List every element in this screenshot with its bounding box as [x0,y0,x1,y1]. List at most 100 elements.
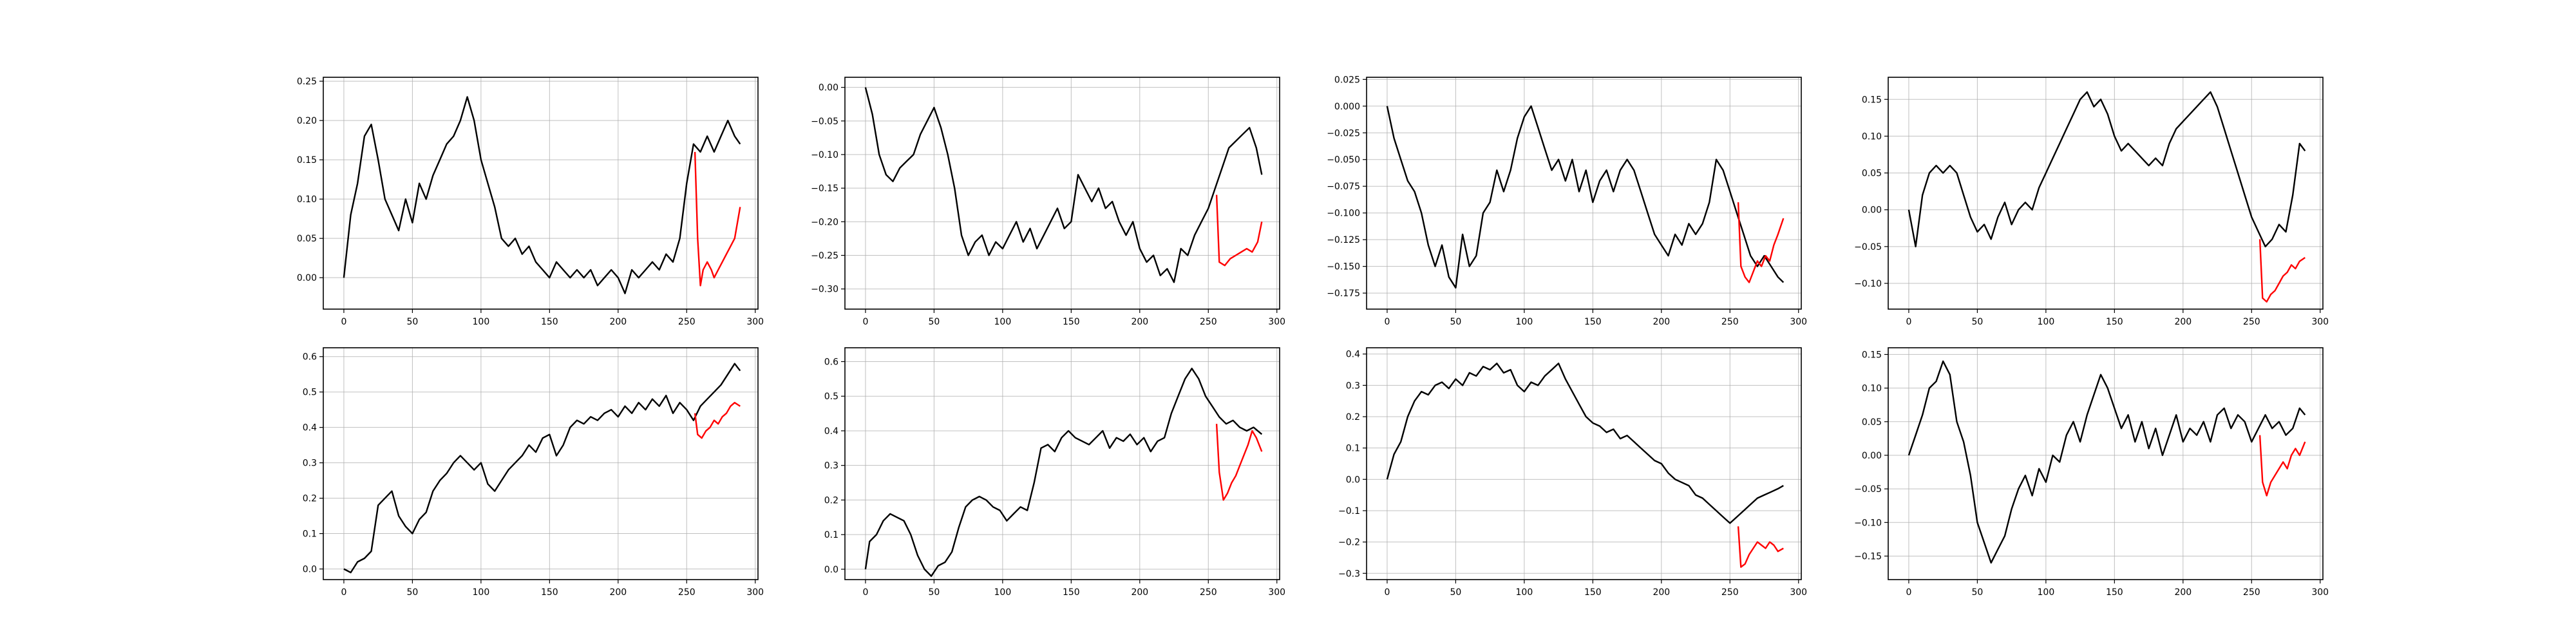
y-tick-label: −0.2 [1338,538,1360,548]
subplot-2: 0 50 100 150 200 250 300 0.00 −0.05 −0.10 −0.15 −0.… [811,77,1285,327]
y-tick-label: 0.20 [297,116,317,126]
y-tick-label: 0.2 [303,494,317,504]
y-tick-label: 0.1 [1346,444,1360,454]
history-series-line [343,363,741,574]
y-tick-label: 0.10 [1862,131,1882,142]
y-tick-label: 0.05 [297,234,317,244]
x-tick-label: 50 [1450,317,1461,327]
y-tick-label: 0.00 [297,273,317,283]
subplot-5: 0 50 100 150 200 250 300 0.0 0.1 0.2 0.3 0.4 0.5 0.6 [303,347,764,598]
x-tick-label: 300 [746,587,764,598]
x-tick-label: 0 [341,317,346,327]
x-tick-label: 250 [1721,587,1739,598]
y-tick-label: 0.3 [303,459,317,469]
y-tick-label: 0.0 [303,565,317,575]
y-tick-label: 0.3 [824,461,838,471]
y-tick-label: 0.6 [303,352,317,363]
y-tick-label: −0.150 [1327,262,1360,272]
y-tick-label: 0.6 [824,357,838,367]
x-tick-label: 200 [1653,317,1670,327]
history-series-line [864,368,1263,577]
subplot-grid: 0 50 100 150 200 250 3000.000.050.100.150.200.… [297,75,2329,598]
y-tick-label: −0.05 [1854,484,1882,495]
x-tick-label: 50 [406,587,418,598]
y-tick-label: 0.05 [1862,169,1882,179]
forecast-series-line [2259,435,2306,497]
x-tick-label: 150 [1584,317,1602,327]
y-tick-label: 0.15 [297,155,317,166]
y-tick-label: 0.2 [1346,412,1360,422]
x-tick-label: 200 [609,317,627,327]
y-tick-label: 0.025 [1334,75,1360,85]
x-tick-label: 250 [1200,317,1217,327]
x-tick-label: 50 [928,317,940,327]
x-tick-label: 100 [2038,587,2055,598]
y-tick-label: −0.05 [1854,242,1882,252]
x-tick-label: 200 [2174,587,2192,598]
x-tick-label: 0 [1906,587,1911,598]
x-tick-label: 300 [1790,317,1807,327]
forecast-series-line [2259,239,2306,303]
y-tick-label: 0.10 [1862,384,1882,394]
y-tick-label: −0.05 [811,117,838,127]
subplot-7: 0 50 100 150 200 250 300 0.4 0.3 0.2 0.1 0.0 −0.1 −0.… [1338,347,1807,598]
x-tick-label: 300 [1268,587,1285,598]
x-tick-label: 100 [994,317,1012,327]
y-tick-label: 0.1 [824,530,838,540]
y-tick-label: 0.3 [1346,381,1360,391]
x-tick-label: 0 [341,587,346,598]
x-tick-label: 250 [678,317,696,327]
x-tick-label: 150 [1063,317,1080,327]
y-tick-label: 0.10 [297,194,317,205]
x-tick-label: 200 [609,587,627,598]
x-tick-label: 300 [1268,317,1285,327]
axes-frame [1888,77,2324,310]
x-tick-label: 50 [1450,587,1461,598]
forecast-series-line [1215,424,1263,501]
y-tick-label: 0.25 [297,77,317,87]
x-tick-label: 50 [1971,587,1983,598]
x-tick-label: 150 [1584,587,1602,598]
x-tick-label: 100 [1516,317,1533,327]
axes-frame [844,77,1280,310]
axes-frame [323,347,759,580]
x-tick-label: 50 [406,317,418,327]
subplot-1: 0 50 100 150 200 250 300 0.00 0.05 0.10 0.15 0.20 0.… [297,77,764,327]
y-tick-label: 0.4 [1346,350,1360,360]
x-tick-label: 200 [1131,587,1148,598]
x-tick-label: 250 [2243,317,2260,327]
history-series-line [1386,105,1785,289]
x-tick-label: 100 [473,317,490,327]
x-tick-label: 250 [678,587,696,598]
y-tick-label: −0.10 [1854,279,1882,289]
forecast-series-line [1215,194,1263,267]
x-tick-label: 0 [862,317,868,327]
x-tick-label: 150 [541,587,558,598]
x-tick-label: 0 [862,587,868,598]
x-tick-label: 250 [1200,587,1217,598]
x-tick-label: 100 [1516,587,1533,598]
y-tick-label: 0.2 [824,495,838,506]
y-tick-label: −0.25 [811,251,838,261]
y-tick-label: −0.100 [1327,209,1360,219]
x-tick-label: 50 [1971,317,1983,327]
y-tick-label: 0.00 [819,83,838,93]
x-tick-label: 0 [1906,317,1911,327]
y-tick-label: 0.4 [303,423,317,433]
x-tick-label: 250 [1721,317,1739,327]
y-tick-label: −0.30 [811,285,838,295]
x-tick-label: 150 [1063,587,1080,598]
subplot-6: 0 50 100 150 200 250 300 0.0 0.1 0.2 0.3 0.4 0.5 0.6 [824,347,1285,598]
history-series-line [864,87,1263,283]
y-tick-label: 0.00 [1862,205,1882,216]
y-tick-label: −0.20 [811,217,838,227]
y-tick-label: −0.075 [1327,182,1360,192]
x-tick-label: 200 [1131,317,1148,327]
history-series-line [1908,91,2306,248]
forecast-series-line [694,402,741,439]
x-tick-label: 0 [1384,587,1390,598]
y-tick-label: 0.0 [824,565,838,575]
forecast-series-line [1737,526,1784,568]
y-tick-label: −0.15 [1854,551,1882,562]
